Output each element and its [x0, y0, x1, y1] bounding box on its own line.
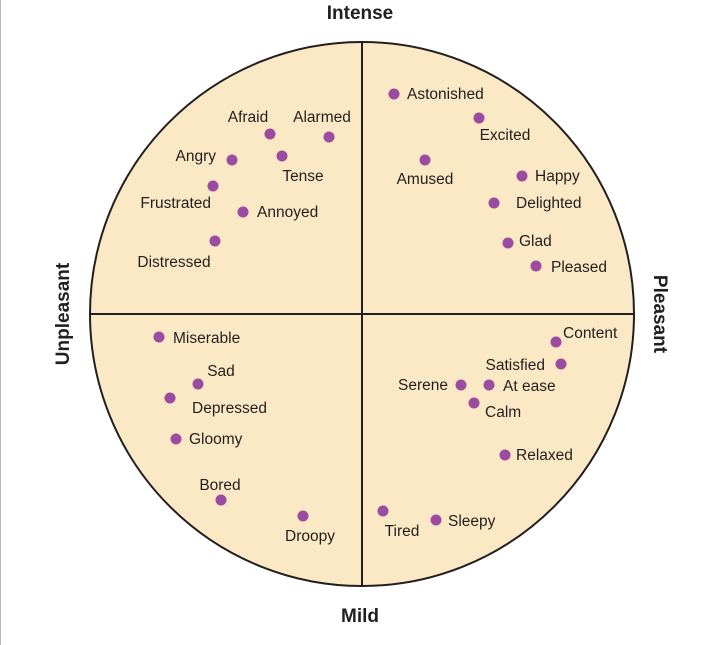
delighted-dot	[488, 197, 500, 209]
droopy-dot	[297, 510, 309, 522]
calm-label: Calm	[485, 404, 521, 421]
delighted-label: Delighted	[516, 195, 582, 212]
bored-dot	[215, 494, 227, 506]
tense-dot	[276, 150, 288, 162]
happy-label: Happy	[535, 168, 580, 185]
amused-label: Amused	[397, 171, 454, 188]
pleased-label: Pleased	[551, 259, 607, 276]
tired-dot	[377, 505, 389, 517]
frustrated-dot	[207, 180, 219, 192]
annoyed-dot	[237, 206, 249, 218]
bored-label: Bored	[199, 477, 240, 494]
happy-dot	[516, 170, 528, 182]
droopy-label: Droopy	[285, 528, 335, 545]
serene-dot	[455, 379, 467, 391]
glad-label: Glad	[519, 233, 552, 250]
relaxed-dot	[499, 449, 511, 461]
astonished-label: Astonished	[407, 86, 484, 103]
tired-label: Tired	[385, 523, 420, 540]
gloomy-label: Gloomy	[189, 431, 243, 448]
angry-dot	[226, 154, 238, 166]
annoyed-label: Annoyed	[257, 204, 318, 221]
gloomy-dot	[170, 433, 182, 445]
axis-label-unpleasant: Unpleasant	[53, 262, 74, 365]
at-ease-label: At ease	[503, 378, 556, 395]
relaxed-label: Relaxed	[516, 447, 573, 464]
sleepy-label: Sleepy	[448, 513, 496, 530]
alarmed-dot	[323, 131, 335, 143]
axis-label-intense: Intense	[327, 3, 394, 24]
angry-label: Angry	[176, 148, 217, 165]
afraid-label: Afraid	[228, 109, 269, 126]
axis-label-pleasant: Pleasant	[649, 275, 670, 354]
content-label: Content	[563, 325, 618, 342]
axis-label-mild: Mild	[341, 606, 379, 627]
satisfied-label: Satisfied	[486, 357, 545, 374]
distressed-dot	[209, 235, 221, 247]
emotion-points: Afraid Alarmed Angry Tense Frustrated Annoyed…	[137, 86, 618, 545]
astonished-dot	[388, 88, 400, 100]
at-ease-dot	[483, 379, 495, 391]
miserable-label: Miserable	[173, 330, 240, 347]
satisfied-dot	[555, 358, 567, 370]
amused-dot	[419, 154, 431, 166]
excited-label: Excited	[480, 127, 531, 144]
afraid-dot	[264, 128, 276, 140]
page-left-border	[0, 0, 1, 645]
sad-dot	[192, 378, 204, 390]
content-dot	[550, 336, 562, 348]
alarmed-label: Alarmed	[293, 109, 351, 126]
excited-dot	[473, 112, 485, 124]
sad-label: Sad	[207, 363, 235, 380]
depressed-label: Depressed	[192, 400, 267, 417]
depressed-dot	[164, 392, 176, 404]
miserable-dot	[153, 331, 165, 343]
distressed-label: Distressed	[137, 254, 210, 271]
serene-label: Serene	[398, 377, 448, 394]
glad-dot	[502, 237, 514, 249]
frustrated-label: Frustrated	[140, 195, 211, 212]
pleased-dot	[530, 260, 542, 272]
tense-label: Tense	[282, 168, 323, 185]
sleepy-dot	[430, 514, 442, 526]
calm-dot	[468, 397, 480, 409]
